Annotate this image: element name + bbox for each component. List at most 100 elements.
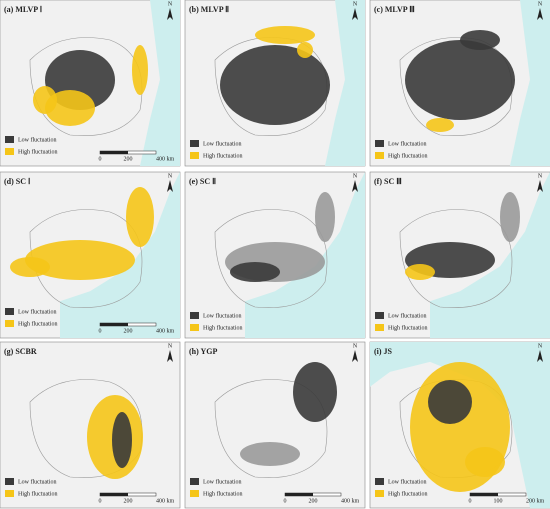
legend-swatch	[190, 312, 199, 319]
map-panel: (i) JS N Low fluctuation High fluctuation 0 1…	[369, 341, 550, 509]
north-arrow	[352, 8, 358, 20]
scale-label: 0	[99, 498, 102, 504]
legend-swatch	[190, 490, 199, 497]
north-arrow	[352, 180, 358, 192]
legend-label: High fluctuation	[388, 324, 428, 331]
scale-label: 200	[124, 156, 133, 162]
legend-label: Low fluctuation	[388, 140, 427, 147]
legend-label: High fluctuation	[18, 320, 58, 327]
fluctuation-area	[132, 45, 148, 95]
fluctuation-area	[112, 412, 132, 468]
panel-title: (a) MLVP Ⅰ	[4, 5, 42, 14]
region-outline	[399, 209, 513, 308]
map-panel: (f) SC Ⅲ N Low fluctuation High fluctuation	[369, 171, 550, 339]
legend-label: High fluctuation	[18, 148, 58, 155]
scale-label: 0	[99, 156, 102, 162]
scale-bar	[100, 493, 128, 496]
north-arrow	[167, 180, 173, 192]
map-panel: (e) SC Ⅱ N Low fluctuation High fluctuation	[184, 171, 366, 339]
legend-label: High fluctuation	[18, 490, 58, 497]
fluctuation-area	[230, 262, 280, 282]
fluctuation-area	[126, 187, 154, 247]
legend-label: Low fluctuation	[203, 140, 242, 147]
scale-label: 400 km	[156, 156, 175, 162]
legend-swatch	[190, 478, 199, 485]
panel-title: (i) JS	[374, 347, 393, 356]
north-arrow	[167, 350, 173, 362]
fluctuation-area	[426, 118, 454, 132]
north-arrow	[167, 8, 173, 20]
legend-swatch	[5, 148, 14, 155]
scale-label: 0	[284, 498, 287, 504]
legend-swatch	[5, 308, 14, 315]
north-arrow	[537, 180, 543, 192]
north-label: N	[168, 173, 173, 179]
fluctuation-area	[315, 192, 335, 242]
scale-label: 200	[124, 498, 133, 504]
fluctuation-area	[25, 240, 135, 280]
north-label: N	[353, 343, 358, 349]
panel-title: (g) SCBR	[4, 347, 37, 356]
region-outline	[29, 209, 143, 308]
scale-label: 100	[494, 498, 503, 504]
legend-swatch	[5, 490, 14, 497]
fluctuation-area	[10, 257, 50, 277]
sea	[325, 0, 365, 166]
legend-label: High fluctuation	[388, 152, 428, 159]
scale-bar	[470, 493, 498, 496]
scale-bar	[100, 323, 128, 326]
scale-label: 0	[469, 498, 472, 504]
fluctuation-area	[405, 40, 515, 120]
fluctuation-area	[33, 86, 57, 114]
legend-swatch	[190, 152, 199, 159]
legend-label: High fluctuation	[203, 152, 243, 159]
map-panel: (d) SC Ⅰ N Low fluctuation High fluctuation…	[0, 171, 181, 339]
region-outline	[214, 209, 328, 308]
map-panel: (c) MLVP Ⅲ N Low fluctuation High fluctuati…	[369, 0, 550, 167]
legend-swatch	[375, 312, 384, 319]
legend-label: Low fluctuation	[18, 478, 57, 485]
scale-label: 400 km	[156, 328, 175, 334]
legend-swatch	[375, 152, 384, 159]
fluctuation-area	[220, 45, 330, 125]
sea	[510, 0, 550, 166]
sea	[60, 172, 180, 338]
sea	[140, 0, 180, 166]
legend-label: Low fluctuation	[388, 478, 427, 485]
panel-title: (h) YGP	[189, 347, 217, 356]
map-panel: (h) YGP N Low fluctuation High fluctuation 0…	[184, 341, 366, 509]
sea	[370, 342, 550, 508]
scale-label: 200 km	[526, 498, 545, 504]
legend-label: Low fluctuation	[18, 136, 57, 143]
panel-title: (b) MLVP Ⅱ	[189, 5, 229, 14]
land	[184, 341, 366, 509]
north-label: N	[538, 343, 543, 349]
scale-label: 200	[124, 328, 133, 334]
fluctuation-area	[460, 30, 500, 50]
panel-title: (e) SC Ⅱ	[189, 177, 216, 186]
legend-swatch	[190, 324, 199, 331]
north-arrow	[352, 350, 358, 362]
north-label: N	[168, 343, 173, 349]
scale-label: 400 km	[156, 498, 175, 504]
legend-swatch	[190, 140, 199, 147]
legend-swatch	[5, 136, 14, 143]
legend-swatch	[5, 320, 14, 327]
fluctuation-area	[297, 42, 313, 58]
scale-bar	[100, 151, 128, 154]
sea	[430, 172, 550, 338]
north-arrow	[537, 8, 543, 20]
fluctuation-area	[500, 192, 520, 242]
legend-label: High fluctuation	[388, 490, 428, 497]
scale-label: 400 km	[341, 498, 360, 504]
north-label: N	[538, 1, 543, 7]
north-arrow	[537, 350, 543, 362]
legend-label: Low fluctuation	[203, 478, 242, 485]
map-panel: (g) SCBR N Low fluctuation High fluctuation…	[0, 341, 181, 509]
scale-label: 200	[309, 498, 318, 504]
fluctuation-area	[293, 362, 337, 422]
legend-label: High fluctuation	[203, 490, 243, 497]
panel-title: (f) SC Ⅲ	[374, 177, 402, 186]
legend-swatch	[5, 478, 14, 485]
